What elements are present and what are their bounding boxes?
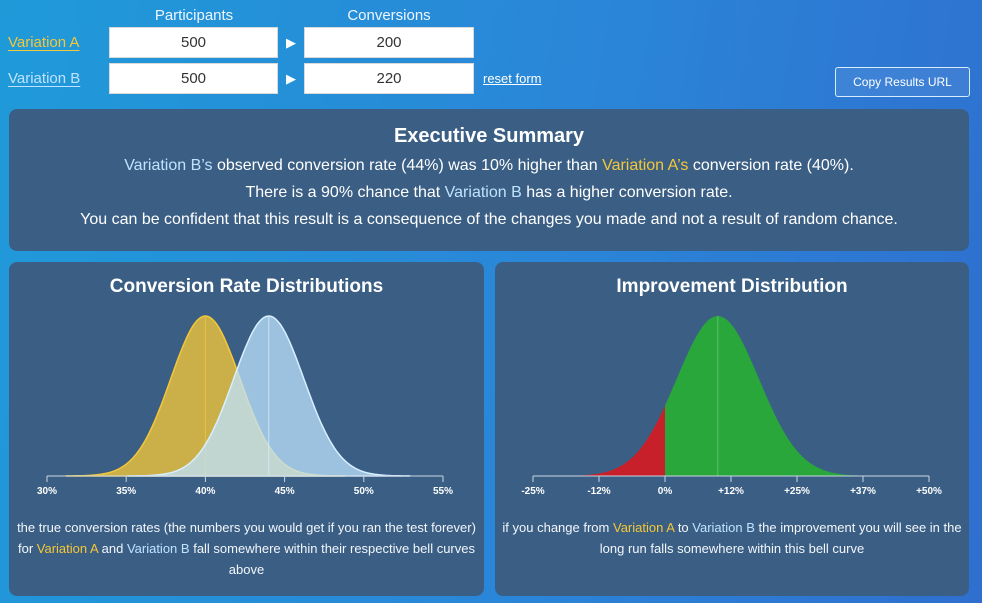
summary-text: has a higher conversion rate. xyxy=(526,184,733,201)
x-tick-label: +12% xyxy=(718,486,744,497)
conversion-rate-chart: 30% 35% 40% 45% 50% 55% xyxy=(37,315,453,497)
x-tick-label: 0% xyxy=(658,486,673,497)
variation-b-participants-input[interactable]: 500 xyxy=(109,63,278,94)
variation-b-label: Variation B xyxy=(8,70,81,87)
arrow-right-icon: ▶ xyxy=(286,71,296,86)
x-tick-label: -12% xyxy=(587,486,610,497)
conversion-rate-panel: Conversion Rate Distributions 30% 35% 40% 4… xyxy=(9,262,484,596)
caption-text: to xyxy=(677,520,689,535)
variation-a-conversions-input[interactable]: 200 xyxy=(304,27,474,58)
x-tick-label: 35% xyxy=(116,486,136,497)
reset-form-link[interactable]: reset form xyxy=(483,71,542,86)
summary-line-1: Variation B’s observed conversion rate (… xyxy=(9,152,969,179)
positive-improvement-area xyxy=(665,316,883,476)
x-tick-label: 50% xyxy=(354,486,374,497)
conversions-header: Conversions xyxy=(347,7,431,24)
variation-a-label: Variation A xyxy=(8,34,80,51)
x-tick-label: +50% xyxy=(916,486,942,497)
caption-variation-b: Variation B xyxy=(692,520,755,535)
caption-variation-a: Variation A xyxy=(612,520,675,535)
x-tick-label: -25% xyxy=(521,486,544,497)
summary-line-2: There is a 90% chance that Variation B h… xyxy=(9,179,969,206)
summary-text: conversion rate (40%). xyxy=(692,157,854,174)
x-tick-label: +25% xyxy=(784,486,810,497)
improvement-panel: Improvement Distribution -25% -12% 0% +12% +… xyxy=(495,262,969,596)
participants-header: Participants xyxy=(154,7,234,24)
summary-text: There is a 90% chance that xyxy=(245,184,441,201)
arrow-right-icon: ▶ xyxy=(286,35,296,50)
improvement-caption: if you change from Variation A to Variat… xyxy=(495,517,969,559)
executive-summary-panel: Executive Summary Variation B’s observed… xyxy=(9,109,969,251)
copy-results-url-button[interactable]: Copy Results URL xyxy=(835,67,970,97)
conversion-rate-title: Conversion Rate Distributions xyxy=(109,276,384,297)
x-tick-label: +37% xyxy=(850,486,876,497)
summary-variation-a-ref: Variation A’s xyxy=(602,157,689,174)
variation-a-participants-input[interactable]: 500 xyxy=(109,27,278,58)
conversion-rate-caption: the true conversion rates (the numbers y… xyxy=(9,517,484,580)
variation-b-conversions-input[interactable]: 220 xyxy=(304,63,474,94)
x-tick-label: 40% xyxy=(195,486,215,497)
improvement-title: Improvement Distribution xyxy=(616,276,848,297)
executive-summary-title: Executive Summary xyxy=(393,125,585,147)
caption-text: if you change from xyxy=(502,520,610,535)
x-tick-label: 30% xyxy=(37,486,57,497)
caption-text: the improvement you will see in the long… xyxy=(599,520,962,556)
summary-text: observed conversion rate (44%) was 10% h… xyxy=(216,157,598,174)
negative-improvement-area xyxy=(553,405,665,476)
caption-variation-b: Variation B xyxy=(126,541,190,556)
caption-text: and xyxy=(101,541,124,556)
improvement-chart: -25% -12% 0% +12% +25% +37% +50% xyxy=(521,316,942,497)
caption-text: the true conversion rates (the numbers y… xyxy=(17,520,476,556)
x-tick-label: 55% xyxy=(433,486,453,497)
summary-variation-b-ref: Variation B’s xyxy=(124,157,213,174)
x-tick-label: 45% xyxy=(275,486,295,497)
summary-line-3: You can be confident that this result is… xyxy=(80,211,898,228)
caption-text: fall somewhere within their respective b… xyxy=(193,541,475,577)
caption-variation-a: Variation A xyxy=(36,541,98,556)
summary-variation-b-ref: Variation B xyxy=(444,184,522,201)
